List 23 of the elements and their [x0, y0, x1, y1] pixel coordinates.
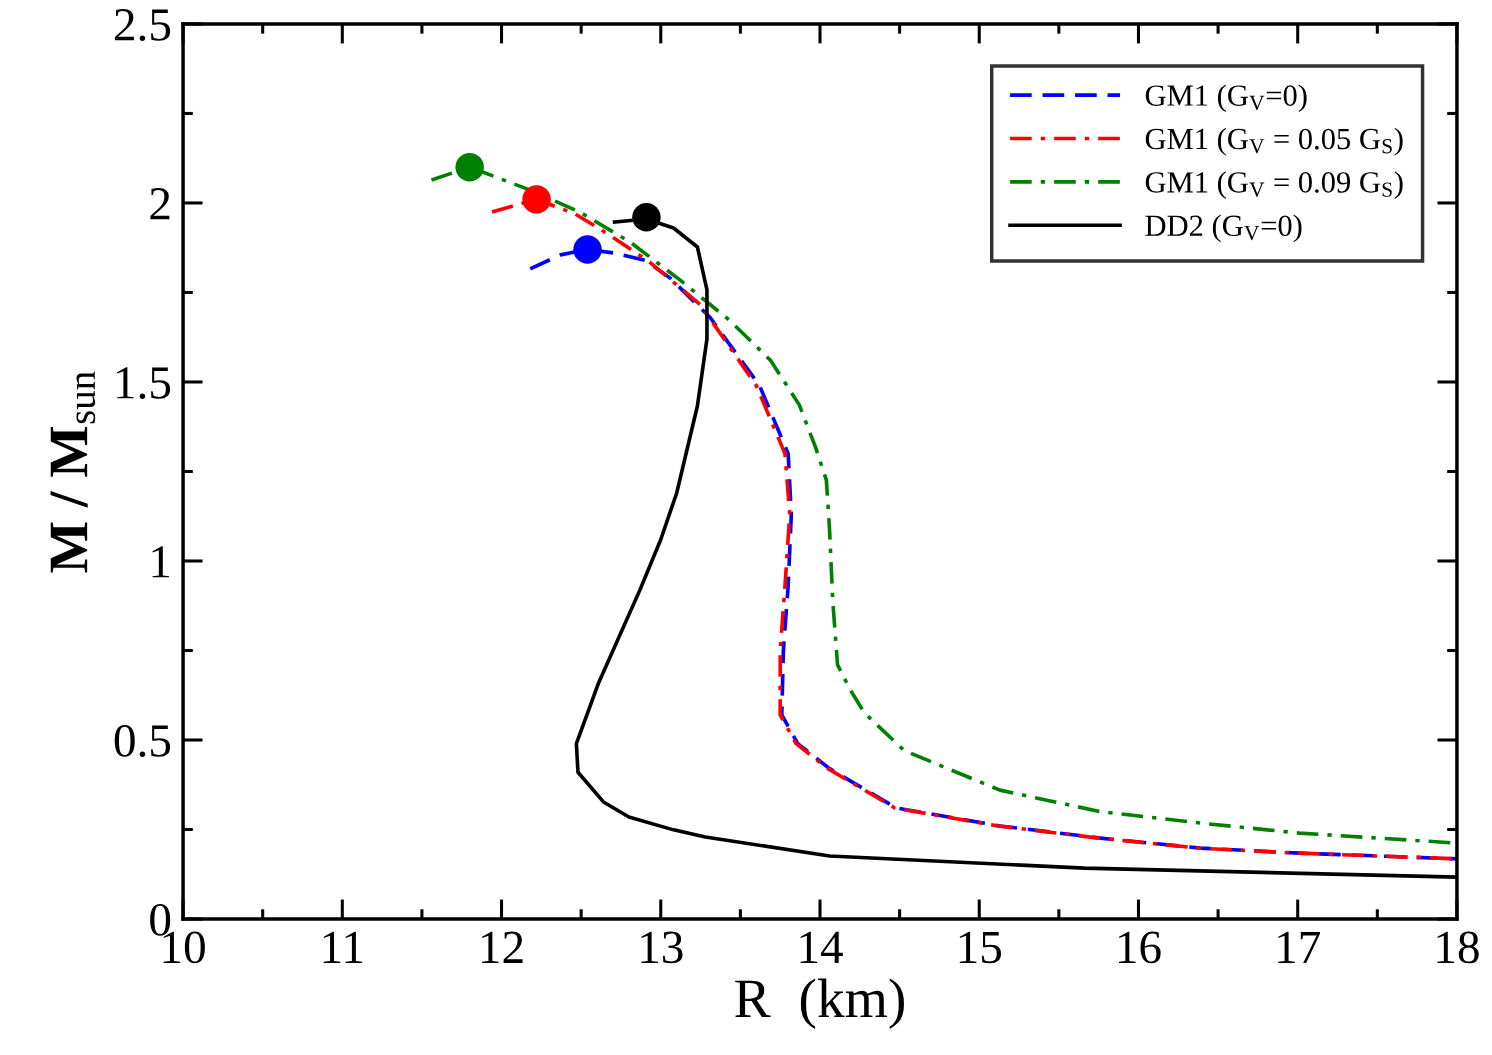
x-tick-label: 15	[959, 931, 1001, 964]
point	[455, 152, 484, 182]
legend-label: DD2 (G$_{V}$=0)	[1145, 214, 1302, 243]
y-tick-label: 2	[150, 188, 170, 220]
x-tick-label: 13	[641, 931, 683, 964]
x-tick-label: 18	[1437, 931, 1479, 964]
x-tick-label: 11	[323, 931, 363, 963]
legend-label: GM1 (G$_{V}$ = 0.09 G$_{S}$)	[1145, 171, 1403, 199]
y-tick-label: 1.5	[117, 367, 171, 400]
point	[573, 235, 602, 264]
legend-label: GM1 (G$_{V}$=0)	[1145, 84, 1307, 113]
y-axis-title: M / M$_{sun}$	[50, 371, 96, 573]
x-tick-label: 16	[1119, 931, 1161, 964]
y-tick-label: 0.5	[114, 724, 171, 758]
y-tick-label: 2.5	[115, 9, 171, 41]
point	[522, 185, 551, 214]
point	[632, 203, 661, 232]
legend-label: GM1 (G$_{V}$ = 0.05 G$_{S}$)	[1145, 127, 1403, 156]
y-tick-label: 1	[152, 546, 170, 578]
x-tick-label: 12	[482, 931, 523, 963]
x-tick-label: 14	[800, 931, 843, 963]
x-tick-label: 17	[1278, 931, 1320, 963]
x-axis-title: R (km)	[735, 978, 904, 1029]
